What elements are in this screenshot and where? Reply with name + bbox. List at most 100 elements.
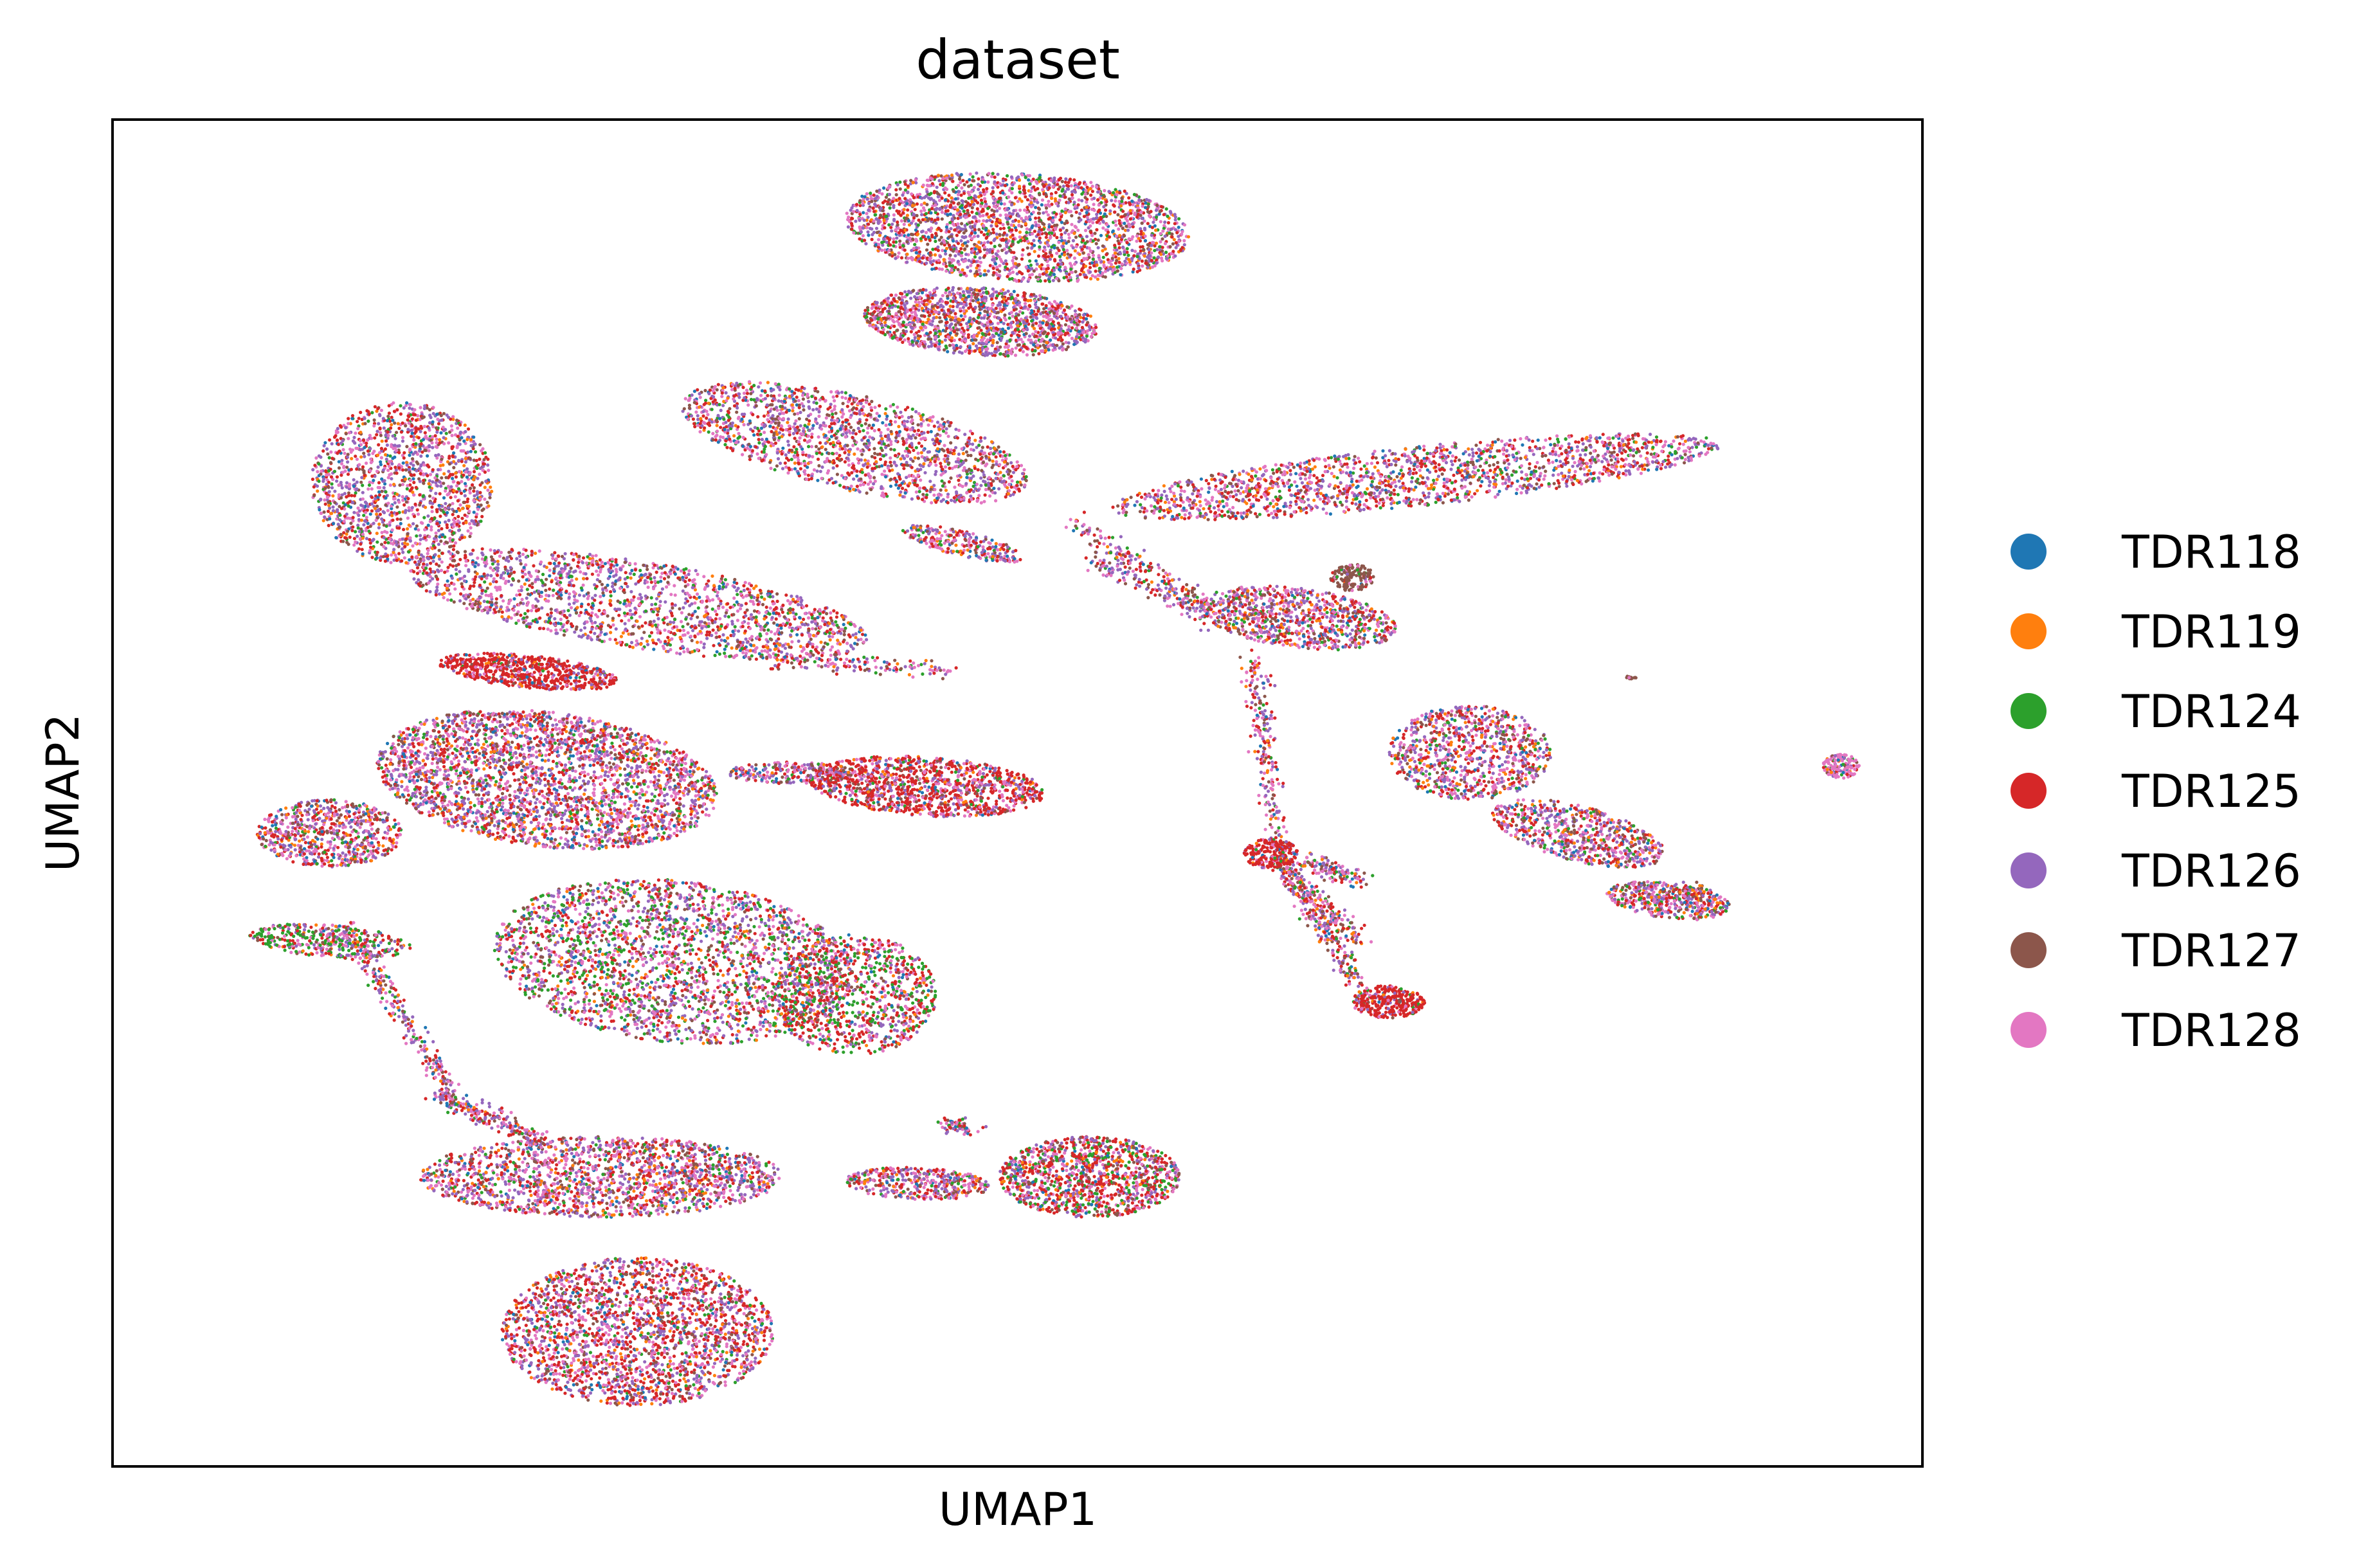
scatter-point (682, 629, 685, 632)
scatter-point (944, 291, 947, 294)
scatter-point (705, 636, 709, 640)
scatter-point (883, 321, 887, 324)
scatter-point (1044, 279, 1047, 282)
scatter-point (1183, 490, 1186, 493)
scatter-point (373, 437, 376, 440)
scatter-point (1143, 510, 1146, 514)
scatter-point (815, 445, 818, 448)
scatter-point (1516, 480, 1519, 483)
scatter-point (689, 952, 692, 955)
scatter-point (314, 923, 318, 926)
scatter-point (613, 944, 617, 947)
scatter-point (519, 613, 522, 617)
scatter-point (595, 1190, 599, 1193)
scatter-point (437, 422, 440, 426)
scatter-point (471, 724, 474, 727)
scatter-point (1325, 942, 1328, 945)
scatter-point (1132, 570, 1135, 573)
scatter-point (1544, 754, 1548, 757)
scatter-point (1624, 469, 1627, 473)
scatter-point (431, 480, 434, 483)
scatter-point (583, 986, 586, 989)
scatter-point (997, 487, 1000, 491)
scatter-point (743, 589, 746, 592)
scatter-point (504, 933, 507, 937)
scatter-point (619, 1282, 622, 1285)
scatter-point (1463, 793, 1467, 796)
scatter-point (1346, 918, 1350, 921)
scatter-point (745, 638, 748, 641)
scatter-point (644, 1283, 647, 1286)
scatter-point (825, 417, 828, 420)
scatter-point (393, 437, 397, 440)
scatter-point (691, 614, 694, 617)
scatter-point (362, 514, 365, 517)
scatter-point (345, 800, 348, 803)
scatter-point (868, 402, 871, 406)
scatter-point (419, 1045, 422, 1048)
scatter-point (563, 1204, 566, 1207)
scatter-point (1260, 674, 1263, 678)
scatter-point (472, 671, 475, 674)
scatter-point (336, 819, 339, 822)
scatter-point (411, 1015, 414, 1018)
scatter-point (763, 1334, 766, 1337)
scatter-point (1616, 457, 1619, 460)
scatter-point (1132, 1181, 1135, 1184)
scatter-point (687, 613, 691, 616)
scatter-point (865, 997, 868, 1000)
scatter-point (1551, 460, 1554, 464)
scatter-point (1091, 190, 1094, 193)
scatter-point (535, 755, 538, 759)
scatter-point (555, 577, 558, 580)
scatter-point (1177, 578, 1180, 581)
scatter-point (939, 489, 943, 492)
scatter-point (983, 437, 986, 440)
scatter-point (565, 924, 568, 927)
scatter-point (1472, 451, 1475, 455)
scatter-point (490, 1146, 493, 1149)
scatter-point (1070, 223, 1073, 226)
scatter-point (451, 513, 455, 516)
scatter-point (583, 1310, 586, 1313)
scatter-point (568, 750, 572, 753)
scatter-point (1072, 529, 1075, 532)
scatter-point (1160, 1151, 1163, 1155)
scatter-point (681, 994, 684, 997)
scatter-point (368, 481, 372, 484)
scatter-point (728, 1189, 732, 1192)
scatter-point (1365, 602, 1368, 606)
scatter-point (457, 759, 460, 762)
scatter-point (521, 598, 524, 601)
scatter-point (499, 1190, 502, 1193)
scatter-point (584, 892, 588, 896)
scatter-point (464, 825, 467, 828)
scatter-point (927, 1014, 930, 1017)
scatter-point (1273, 684, 1276, 687)
scatter-point (307, 807, 311, 811)
scatter-point (631, 998, 635, 1002)
scatter-point (442, 765, 446, 768)
scatter-point (726, 602, 729, 606)
scatter-point (1366, 640, 1369, 644)
scatter-point (995, 542, 998, 545)
scatter-point (873, 406, 876, 409)
scatter-point (431, 559, 435, 563)
scatter-point (477, 719, 480, 723)
scatter-point (515, 557, 518, 560)
scatter-point (898, 494, 901, 497)
chart-title: dataset (916, 28, 1120, 91)
scatter-point (632, 1311, 635, 1315)
scatter-point (662, 621, 665, 624)
scatter-point (1664, 465, 1667, 469)
scatter-point (858, 204, 862, 207)
scatter-point (1065, 249, 1069, 252)
scatter-point (558, 1203, 561, 1206)
scatter-point (1507, 778, 1510, 781)
scatter-point (768, 1343, 772, 1346)
scatter-point (651, 1274, 655, 1277)
scatter-point (1355, 881, 1358, 884)
scatter-point (754, 1356, 757, 1360)
scatter-point (556, 930, 559, 933)
scatter-point (1278, 640, 1281, 644)
